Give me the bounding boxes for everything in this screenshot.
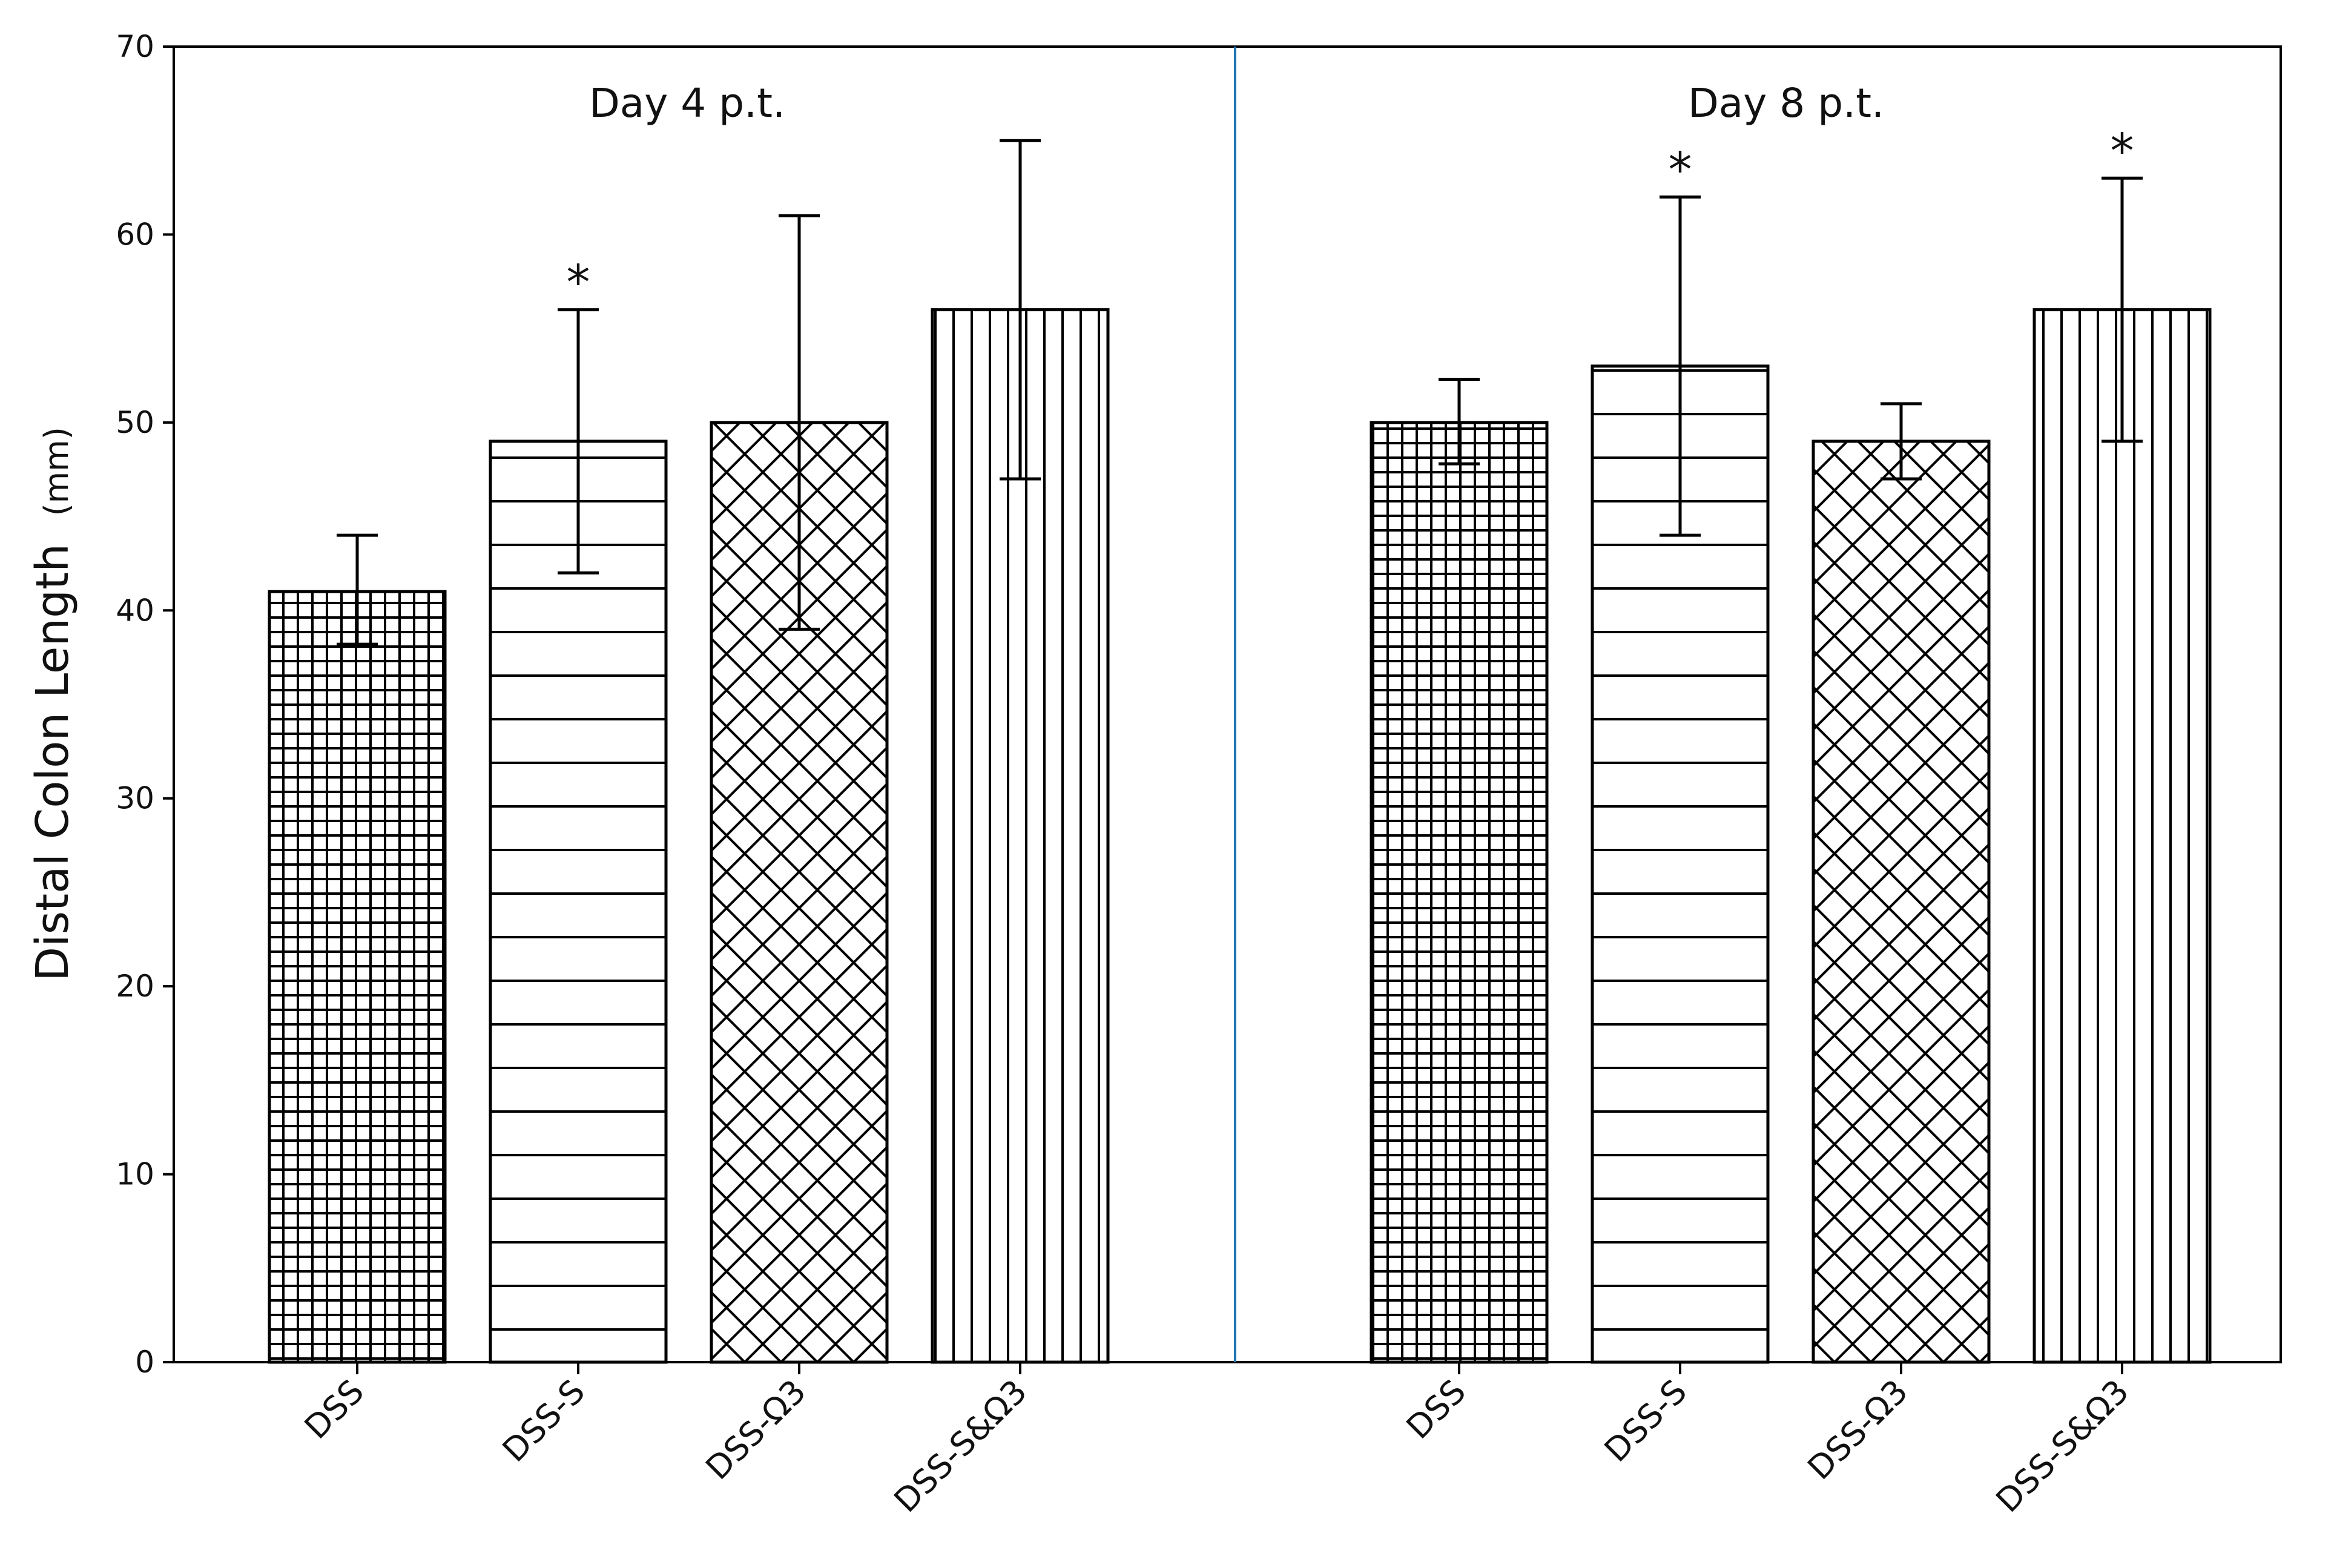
error-bar: [779, 214, 820, 631]
y-tick-label: 0: [135, 1345, 154, 1380]
error-bar: [1660, 195, 1701, 537]
y-tick-label: 50: [116, 405, 154, 440]
x-tick-label: DSS: [297, 1372, 371, 1446]
error-bar: [1000, 139, 1041, 481]
x-axis: DSS DSS-S DSS-Ω3 DSS-S&Ω3 DSS DSS-S DSS-Ω3 DSS-…: [297, 1362, 2136, 1520]
y-tick-label: 40: [116, 593, 154, 628]
y-tick-label: 70: [116, 29, 154, 64]
error-bar: [337, 533, 378, 646]
significance-marker: *: [567, 256, 590, 311]
x-tick-label: DSS: [1399, 1372, 1473, 1446]
x-tick-label: DSS-S: [1597, 1372, 1694, 1469]
y-tick-label: 10: [116, 1157, 154, 1192]
bar: [1370, 421, 1549, 1364]
y-axis: 0 10 20 30 40 50 60 70: [116, 29, 174, 1380]
error-bar: [1881, 402, 1922, 481]
y-tick-label: 60: [116, 217, 154, 252]
x-tick-label: DSS-S&Ω3: [886, 1372, 1034, 1520]
y-axis-label-text: Distal Colon Length: [27, 544, 79, 981]
bar: [931, 308, 1110, 1364]
y-axis-label: Distal Colon Length (mm): [27, 427, 79, 981]
error-bar: [558, 308, 599, 575]
bars-layer: [268, 308, 2212, 1364]
bar: [489, 440, 668, 1364]
y-tick-label: 30: [116, 781, 154, 816]
panel-title: Day 8 p.t.: [1688, 80, 1884, 127]
panel-title: Day 4 p.t.: [589, 80, 785, 127]
y-tick-label: 20: [116, 969, 154, 1004]
bar: [2032, 308, 2212, 1364]
x-tick-label: DSS-S&Ω3: [1988, 1372, 2136, 1520]
error-bar: [2102, 176, 2143, 443]
x-tick-label: DSS-Ω3: [699, 1372, 814, 1487]
significance-marker: *: [2111, 124, 2134, 179]
plot-frame: [173, 45, 2282, 1363]
error-bars-layer: * * *: [337, 124, 2143, 646]
x-tick-label: DSS-Ω3: [1801, 1372, 1916, 1487]
x-tick-label: DSS-S: [495, 1372, 592, 1469]
bar: [268, 590, 447, 1364]
bar: [1811, 440, 1991, 1364]
panel-titles: Day 4 p.t. Day 8 p.t.: [589, 80, 1884, 127]
y-axis-label-unit: (mm): [38, 427, 76, 516]
error-bar: [1439, 377, 1480, 466]
significance-marker: *: [1669, 143, 1692, 197]
